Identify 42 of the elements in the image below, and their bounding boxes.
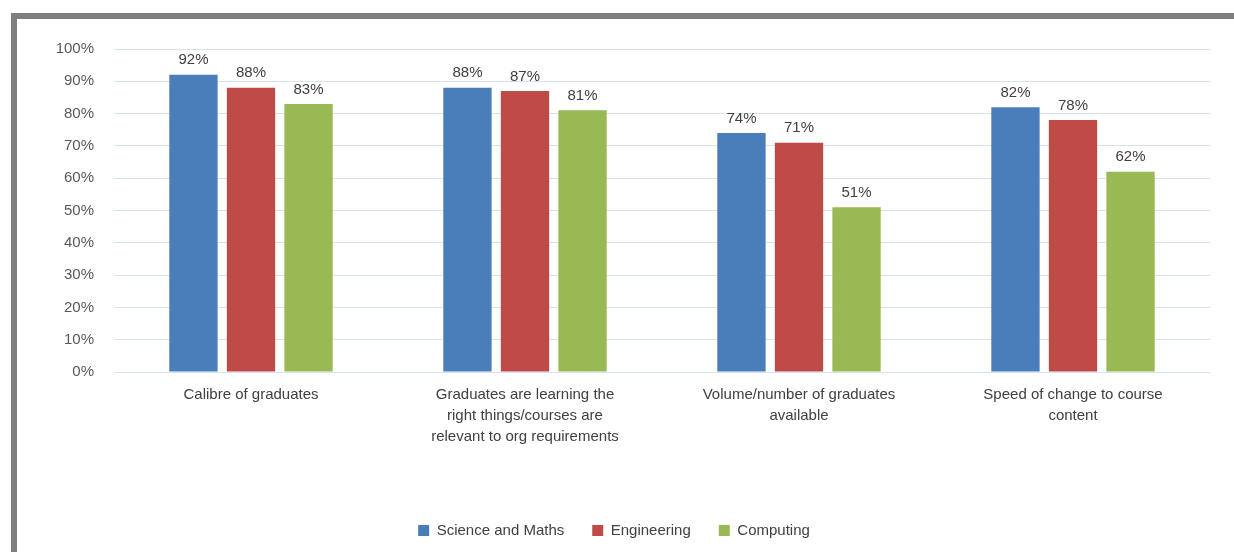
bar xyxy=(169,74,218,372)
bar xyxy=(443,87,492,372)
data-label: 88% xyxy=(235,63,267,81)
bar xyxy=(1048,120,1098,372)
bar xyxy=(832,207,881,372)
data-label: 87% xyxy=(509,66,541,84)
y-tick-label: 50% xyxy=(63,200,94,218)
bar xyxy=(1106,171,1155,372)
y-tick-label: 40% xyxy=(63,232,94,250)
data-label: 81% xyxy=(567,86,598,104)
data-label: 74% xyxy=(726,108,757,126)
legend-label: Computing xyxy=(737,520,810,538)
data-label: 71% xyxy=(783,118,815,136)
x-tick-label: Volume/number of graduates available xyxy=(702,384,896,423)
legend-label: Science and Maths xyxy=(436,520,565,538)
bar xyxy=(991,107,1040,372)
data-label: 83% xyxy=(293,79,324,97)
data-label: 88% xyxy=(452,63,483,81)
x-tick-label: Calibre of graduates xyxy=(183,384,319,402)
y-tick-label: 90% xyxy=(63,71,94,89)
bar xyxy=(717,132,766,372)
bar xyxy=(284,103,333,372)
bar xyxy=(500,90,550,372)
y-tick-label: 70% xyxy=(63,136,94,154)
x-tick-label: Speed of change to course content xyxy=(983,384,1163,423)
data-label: 78% xyxy=(1057,95,1089,113)
legend-label: Engineering xyxy=(610,520,691,538)
y-tick-label: 80% xyxy=(63,103,94,121)
data-label: 51% xyxy=(841,182,872,200)
y-tick-label: 30% xyxy=(63,265,94,283)
y-tick-label: 60% xyxy=(63,168,94,186)
bar xyxy=(774,142,824,372)
y-tick-label: 20% xyxy=(63,297,94,315)
x-tick-label: Graduates are learning the right things/courses are relevant to org requirements xyxy=(431,384,619,444)
data-label: 62% xyxy=(1115,147,1146,165)
data-label: 92% xyxy=(178,50,209,68)
y-tick-label: 0% xyxy=(72,362,94,380)
y-tick-label: 100% xyxy=(55,39,94,57)
bar xyxy=(226,87,276,372)
bar xyxy=(558,110,607,372)
y-tick-label: 10% xyxy=(63,329,94,347)
data-label: 82% xyxy=(1000,82,1031,100)
